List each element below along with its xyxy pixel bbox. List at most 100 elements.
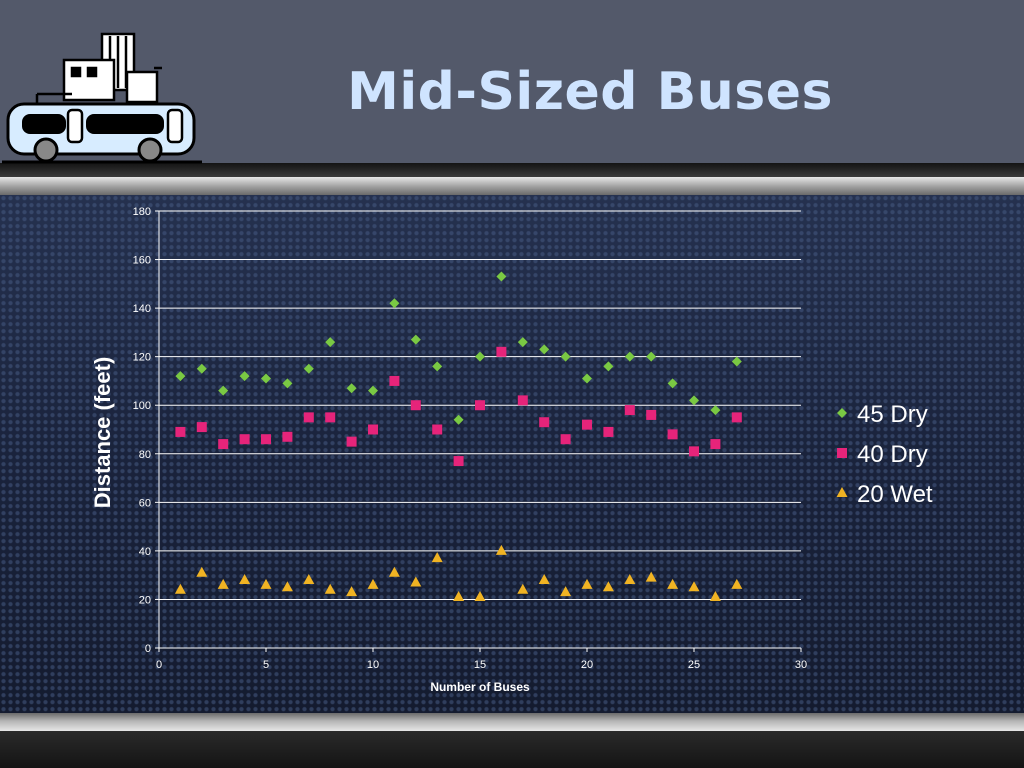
- data-point-45-dry: [731, 356, 742, 367]
- x-tick-label: 20: [581, 659, 593, 671]
- data-point-20-wet: [709, 591, 721, 602]
- data-point-20-wet: [431, 552, 443, 563]
- data-point-45-dry: [710, 405, 721, 416]
- data-point-20-wet: [474, 591, 486, 602]
- x-tick-label: 5: [263, 659, 269, 671]
- data-point-20-wet: [217, 578, 229, 589]
- y-tick-label: 160: [133, 255, 151, 267]
- x-tick-labels: 0 5 10 15 20 25 30: [156, 659, 807, 671]
- data-point-45-dry: [175, 371, 186, 382]
- data-point-45-dry: [346, 383, 357, 394]
- data-point-45-dry: [196, 363, 207, 374]
- data-point-20-wet: [367, 578, 379, 589]
- data-point-45-dry: [325, 337, 336, 348]
- y-tick-label: 120: [133, 352, 151, 364]
- data-point-45-dry: [539, 344, 550, 355]
- data-point-45-dry: [410, 334, 421, 345]
- legend-label-40-dry: 40 Dry: [857, 441, 928, 468]
- data-point-20-wet: [239, 574, 251, 585]
- data-point-45-dry: [517, 337, 528, 348]
- top-metallic-bar: [0, 177, 1024, 195]
- data-point-45-dry: [218, 385, 229, 396]
- legend-marker-20-wet: [836, 487, 848, 497]
- data-point-40-dry: [539, 417, 550, 428]
- data-point-20-wet: [453, 591, 465, 602]
- data-point-45-dry: [239, 371, 250, 382]
- data-point-20-wet: [560, 586, 572, 597]
- data-point-40-dry: [239, 434, 250, 445]
- data-point-20-wet: [410, 576, 422, 587]
- y-tick-label: 20: [139, 594, 151, 606]
- data-point-20-wet: [324, 583, 336, 594]
- x-tick-label: 30: [795, 659, 807, 671]
- x-tick-label: 25: [688, 659, 700, 671]
- y-tick-label: 0: [145, 643, 151, 655]
- data-point-45-dry: [646, 351, 657, 362]
- slide-title: Mid-Sized Buses: [347, 62, 833, 122]
- data-point-40-dry: [624, 405, 635, 416]
- y-axis-title: Distance (feet): [90, 357, 115, 509]
- data-point-45-dry: [453, 414, 464, 425]
- legend-marker-45-dry: [837, 408, 847, 418]
- data-point-20-wet: [495, 544, 507, 555]
- data-point-20-wet: [174, 583, 186, 594]
- y-tick-label: 180: [133, 206, 151, 218]
- data-point-45-dry: [582, 373, 592, 384]
- data-point-40-dry: [560, 434, 571, 445]
- data-point-40-dry: [582, 419, 592, 430]
- legend-label-45-dry: 45 Dry: [857, 401, 928, 428]
- data-point-40-dry: [710, 439, 721, 450]
- data-point-20-wet: [196, 566, 208, 577]
- y-tick-label: 60: [139, 497, 151, 509]
- data-point-20-wet: [624, 574, 636, 585]
- legend-label-20-wet: 20 Wet: [857, 481, 933, 508]
- data-point-20-wet: [731, 578, 743, 589]
- data-point-45-dry: [368, 385, 378, 396]
- data-point-40-dry: [603, 426, 614, 437]
- data-point-20-wet: [667, 578, 679, 589]
- data-point-45-dry: [303, 363, 314, 374]
- data-point-45-dry: [496, 271, 507, 282]
- data-point-20-wet: [388, 566, 400, 577]
- data-point-20-wet: [645, 571, 657, 582]
- data-point-40-dry: [453, 456, 464, 467]
- y-tick-label: 100: [133, 400, 151, 412]
- header-shadow: [0, 163, 1024, 177]
- y-tick-label: 140: [133, 303, 151, 315]
- data-point-20-wet: [346, 586, 358, 597]
- legend: 45 Dry 40 Dry 20 Wet: [836, 401, 933, 508]
- data-point-20-wet: [260, 578, 272, 589]
- y-tick-label: 80: [139, 449, 151, 461]
- data-point-20-wet: [517, 583, 529, 594]
- data-point-40-dry: [325, 412, 336, 423]
- data-point-45-dry: [261, 373, 271, 384]
- data-point-40-dry: [196, 422, 207, 433]
- scatter-chart: 0 20 40 60 80 100 120 140 160 180 0 5 10 15 20 25 30 Nu…: [90, 206, 933, 694]
- data-point-45-dry: [432, 361, 443, 372]
- data-point-40-dry: [261, 434, 271, 445]
- data-point-20-wet: [281, 581, 293, 592]
- data-point-40-dry: [646, 409, 657, 420]
- data-point-45-dry: [475, 351, 485, 362]
- data-point-40-dry: [303, 412, 314, 423]
- y-tick-labels: 0 20 40 60 80 100 120 140 160 180: [133, 206, 151, 655]
- data-point-40-dry: [368, 424, 378, 435]
- data-point-20-wet: [602, 581, 614, 592]
- data-point-45-dry: [689, 395, 699, 406]
- data-point-20-wet: [303, 574, 315, 585]
- x-tick-label: 15: [474, 659, 486, 671]
- data-point-20-wet: [688, 581, 700, 592]
- data-points: [174, 271, 743, 602]
- data-point-40-dry: [389, 375, 400, 386]
- data-point-40-dry: [282, 431, 293, 442]
- x-tick-label: 0: [156, 659, 162, 671]
- bottom-metallic-bar: [0, 713, 1024, 731]
- data-point-40-dry: [689, 446, 699, 457]
- data-point-45-dry: [603, 361, 614, 372]
- data-point-40-dry: [346, 436, 357, 447]
- x-axis-title: Number of Buses: [430, 680, 530, 694]
- data-point-40-dry: [667, 429, 678, 440]
- slide-footer: [0, 731, 1024, 768]
- data-point-45-dry: [560, 351, 571, 362]
- y-tick-label: 40: [139, 546, 151, 558]
